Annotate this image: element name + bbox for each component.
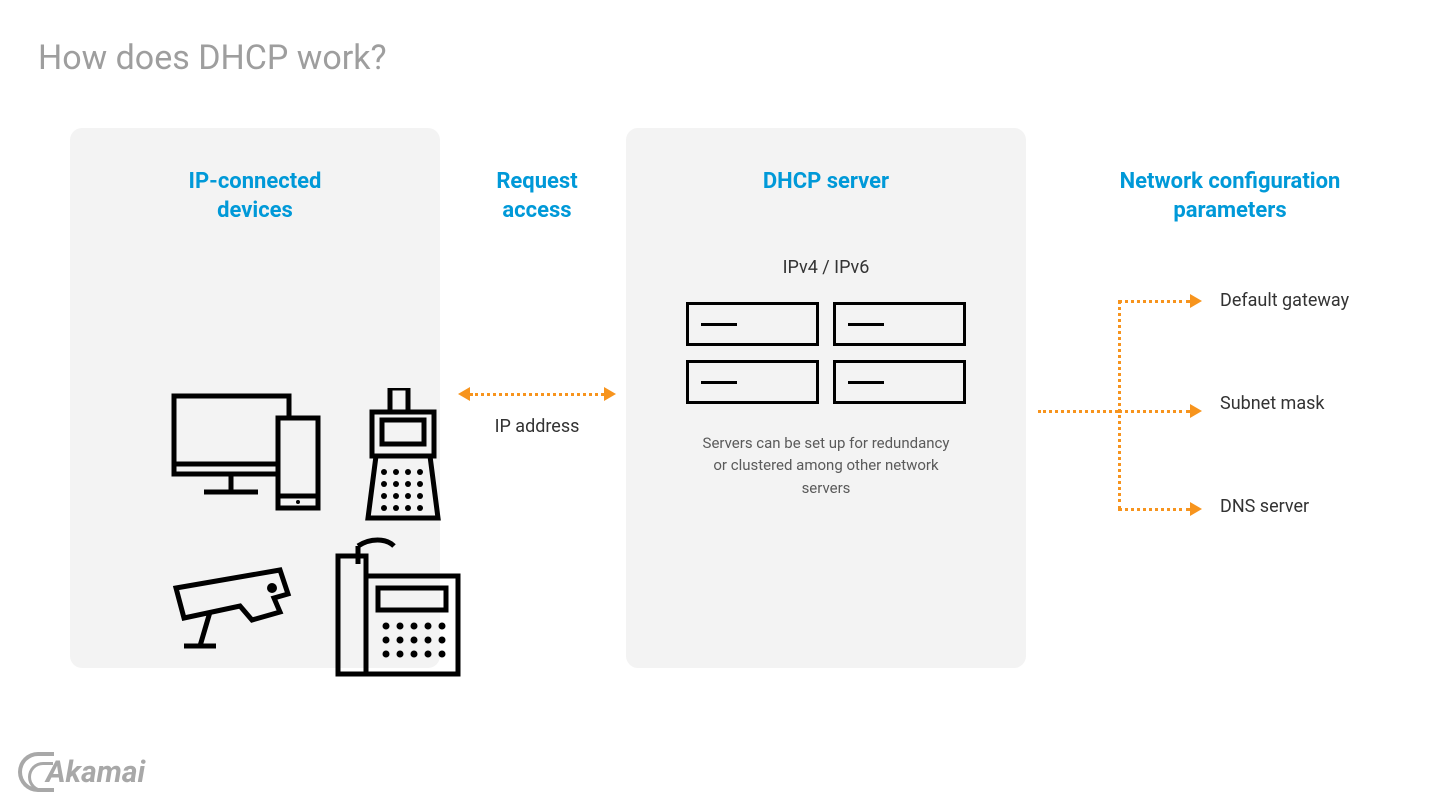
params-heading-line1: Network configuration	[1120, 169, 1341, 194]
server-box	[686, 360, 819, 404]
request-line1: Request	[496, 169, 577, 194]
connector-vertical	[1118, 300, 1121, 510]
devices-heading-line2: devices	[217, 198, 293, 223]
server-box	[833, 360, 966, 404]
arrow-left-icon	[458, 387, 470, 401]
connector-branch-3	[1118, 508, 1190, 511]
arrow-right-icon	[1190, 404, 1202, 418]
desk-phone-icon	[338, 540, 458, 674]
server-description: Servers can be set up for redundancy or …	[696, 432, 956, 500]
ip-address-label: IP address	[457, 416, 617, 437]
request-access-heading: Request access	[457, 168, 617, 225]
akamai-wave-icon	[18, 752, 54, 792]
device-icons-group	[170, 388, 480, 718]
monitor-icon	[174, 396, 289, 492]
devices-heading-line1: IP-connected	[189, 169, 322, 194]
arrow-right-icon	[1190, 502, 1202, 516]
camera-icon	[176, 570, 288, 646]
card-reader-icon	[368, 388, 438, 518]
page-title: How does DHCP work?	[38, 38, 387, 78]
devices-heading: IP-connected devices	[70, 168, 440, 225]
connector-trunk	[1038, 410, 1118, 413]
akamai-logo: Akamai	[18, 752, 145, 792]
request-line2: access	[502, 198, 571, 223]
arrow-right-icon	[1190, 294, 1202, 308]
param-item: DNS server	[1220, 496, 1349, 517]
server-heading: DHCP server	[626, 168, 1026, 197]
server-box	[833, 302, 966, 346]
params-heading-line2: parameters	[1173, 198, 1286, 223]
ipv-label: IPv4 / IPv6	[626, 257, 1026, 278]
params-list: Default gateway Subnet mask DNS server	[1220, 290, 1349, 599]
param-item: Subnet mask	[1220, 393, 1349, 414]
panel-devices: IP-connected devices	[70, 128, 440, 668]
params-heading: Network configuration parameters	[1080, 168, 1380, 225]
arrow-right-icon	[604, 387, 616, 401]
connector-branch-1	[1118, 300, 1190, 303]
server-grid	[686, 302, 966, 404]
connector-branch-2	[1118, 410, 1190, 413]
server-box	[686, 302, 819, 346]
param-item: Default gateway	[1220, 290, 1349, 311]
logo-text: Akamai	[46, 755, 145, 790]
connector-request	[470, 393, 604, 396]
panel-dhcp-server: DHCP server IPv4 / IPv6 Servers can be s…	[626, 128, 1026, 668]
smartphone-icon	[278, 418, 318, 508]
